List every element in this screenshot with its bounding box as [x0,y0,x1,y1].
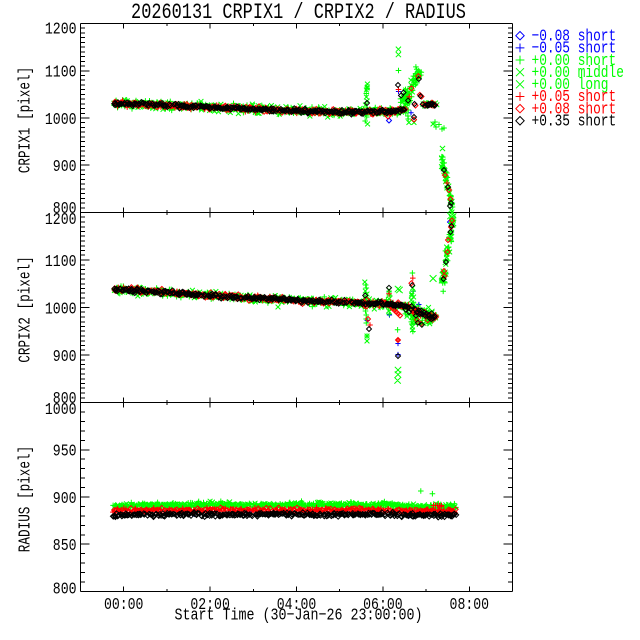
svg-text:−0.08 short: −0.08 short [532,28,617,47]
svg-text:1200: 1200 [45,211,77,230]
svg-text:800: 800 [53,580,77,599]
svg-text:1000: 1000 [45,111,77,130]
svg-text:1000: 1000 [45,401,77,420]
svg-text:+0.05 short: +0.05 short [532,88,617,107]
svg-text:+0.00 middle: +0.00 middle [532,64,624,83]
svg-text:+0.35 short: +0.35 short [532,113,617,132]
svg-text:08:00: 08:00 [450,596,490,615]
svg-text:900: 900 [53,490,77,509]
svg-text:1100: 1100 [45,253,77,272]
svg-text:Start Time (30−Jan−26 23:00:00: Start Time (30−Jan−26 23:00:00) [175,607,423,626]
svg-text:1200: 1200 [45,20,77,39]
svg-text:+0.00 short: +0.00 short [532,52,617,71]
svg-text:04:00: 04:00 [277,596,317,615]
svg-text:800: 800 [53,390,77,409]
svg-text:20260131 CRPIX1 / CRPIX2 / RAD: 20260131 CRPIX1 / CRPIX2 / RADIUS [131,0,466,25]
svg-text:+0.00 long: +0.00 long [532,76,609,95]
svg-text:06:00: 06:00 [363,596,403,615]
svg-text:850: 850 [53,537,77,556]
svg-text:950: 950 [53,443,77,462]
svg-text:CRPIX2 [pixel]: CRPIX2 [pixel] [17,256,36,362]
svg-text:−0.05 short: −0.05 short [532,40,617,59]
svg-text:+0.08 short: +0.08 short [532,100,617,119]
svg-text:RADIUS [pixel]: RADIUS [pixel] [17,446,36,552]
svg-text:1000: 1000 [45,300,77,319]
svg-text:1100: 1100 [45,64,77,83]
svg-text:02:00: 02:00 [190,596,230,615]
svg-text:900: 900 [53,348,77,367]
svg-text:900: 900 [53,158,77,177]
svg-text:CRPIX1 [pixel]: CRPIX1 [pixel] [17,67,36,173]
svg-text:00:00: 00:00 [104,596,144,615]
svg-text:800: 800 [53,200,77,219]
